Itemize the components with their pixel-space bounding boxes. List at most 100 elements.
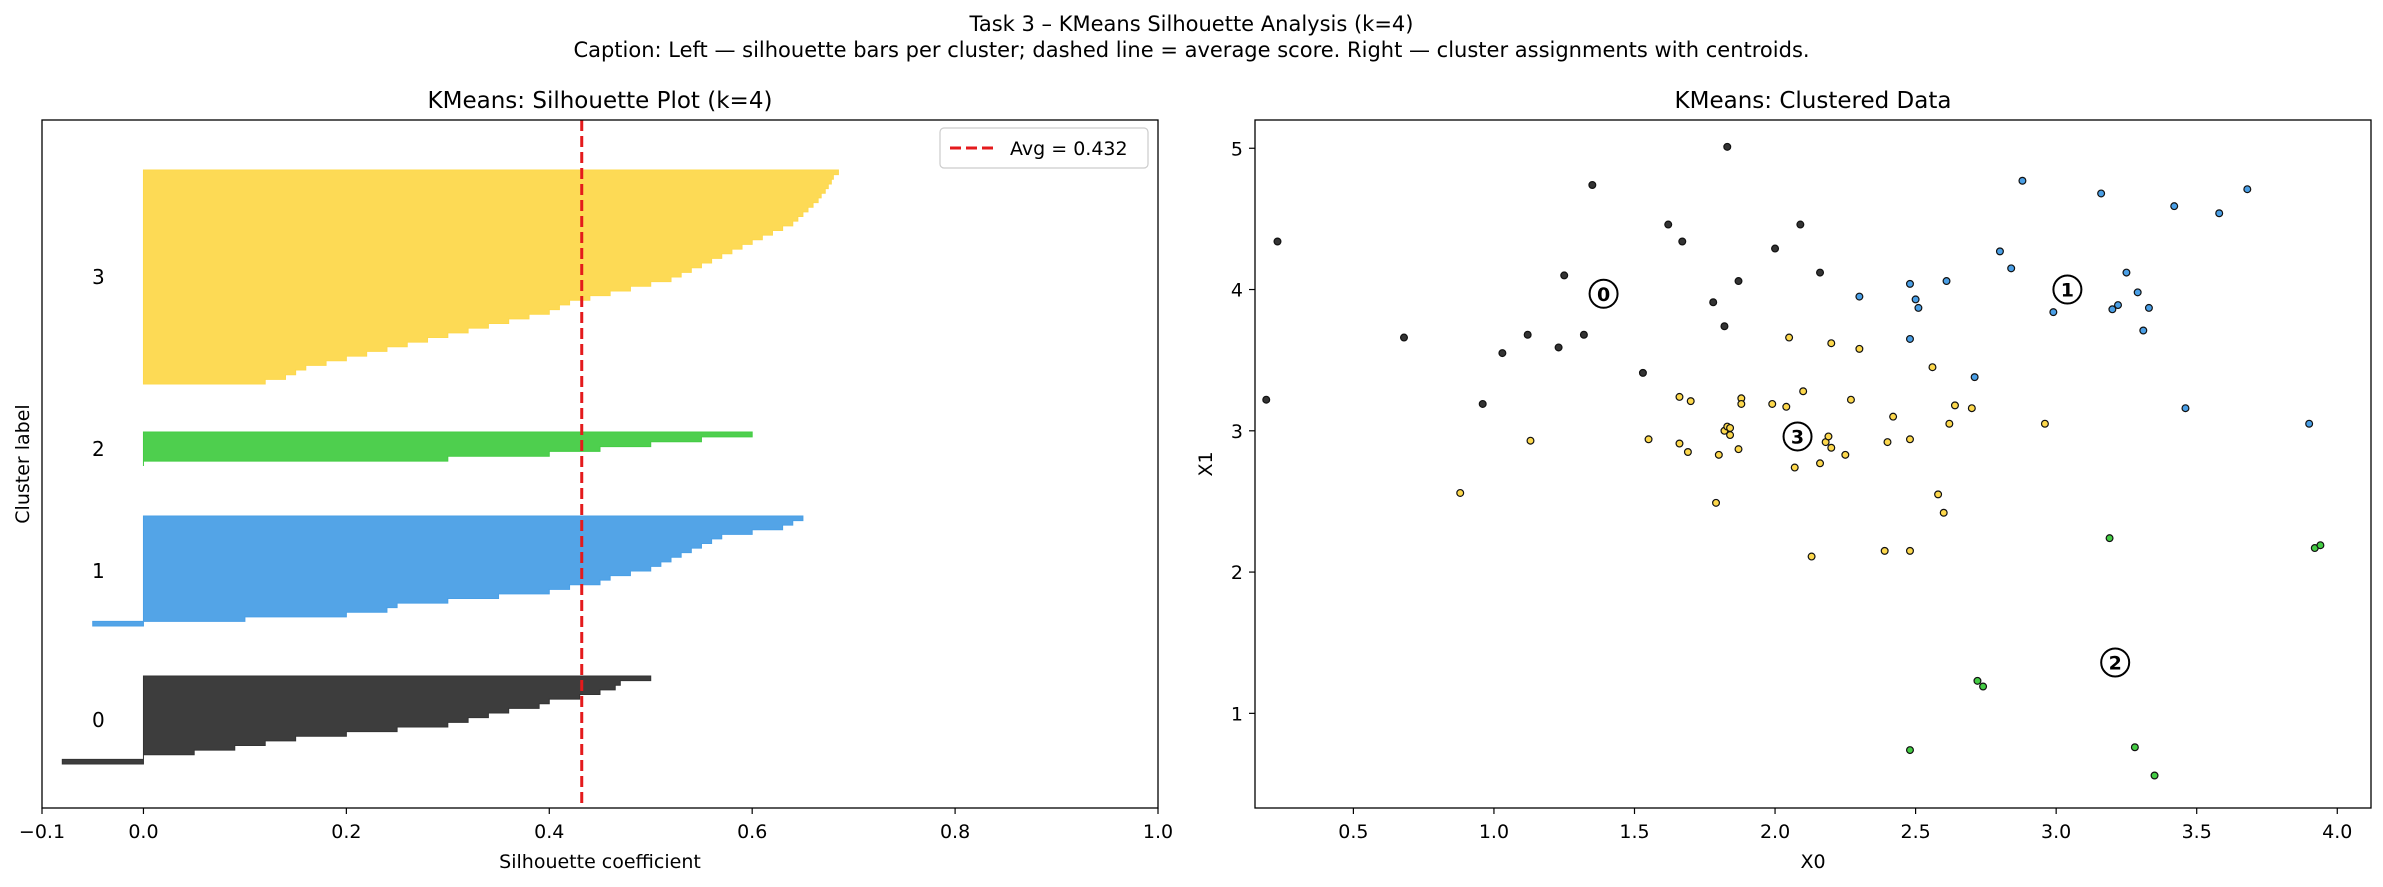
scatter-plot-area xyxy=(1255,120,2371,808)
centroid-marker xyxy=(2100,647,2131,678)
data-point xyxy=(1799,387,1808,396)
data-point xyxy=(2305,419,2314,428)
data-point xyxy=(1827,339,1836,348)
data-point xyxy=(1979,682,1988,691)
scatter-series-cluster-2 xyxy=(1905,534,2325,780)
x-tick-label: 0.0 xyxy=(128,821,158,843)
data-point xyxy=(1737,399,1746,408)
data-point xyxy=(1905,435,1914,444)
scatter-plot-frame xyxy=(1254,119,2372,809)
figure-caption: Caption: Left — silhouette bars per clus… xyxy=(573,38,1810,62)
data-point xyxy=(1723,142,1732,151)
data-point xyxy=(1734,445,1743,454)
scatter-x-axis-label: X0 xyxy=(1800,851,1825,873)
data-point xyxy=(1726,431,1735,440)
data-point xyxy=(1554,343,1563,352)
data-point xyxy=(2170,202,2179,211)
scatter-series-cluster-0 xyxy=(1262,142,1825,408)
y-tick-label: 1 xyxy=(1231,703,1243,725)
data-point xyxy=(2139,326,2148,335)
x-tick-label: 1.0 xyxy=(1479,821,1509,843)
data-point xyxy=(1827,443,1836,452)
data-point xyxy=(1771,244,1780,253)
x-tick-label: 0.8 xyxy=(940,821,970,843)
x-tick-label: −0.1 xyxy=(19,821,65,843)
data-point xyxy=(2133,288,2142,297)
data-point xyxy=(1712,498,1721,507)
centroid-2: 2 xyxy=(2100,647,2131,678)
x-tick-label: 0.6 xyxy=(737,821,767,843)
x-tick-label: 1.0 xyxy=(1143,821,1173,843)
x-tick-label: 0.4 xyxy=(534,821,564,843)
silhouette-band-cluster-3 xyxy=(142,169,839,385)
data-point xyxy=(1973,676,1982,685)
data-point xyxy=(1855,344,1864,353)
data-point xyxy=(1945,419,1954,428)
x-tick-label: 1.5 xyxy=(1619,821,1649,843)
data-point xyxy=(1478,399,1487,408)
silhouette-plot-title: KMeans: Silhouette Plot (k=4) xyxy=(428,88,773,114)
data-point xyxy=(1638,368,1647,377)
data-point xyxy=(2040,419,2049,428)
data-point xyxy=(1796,220,1805,229)
data-point xyxy=(1914,303,1923,312)
data-point xyxy=(1273,237,1282,246)
data-point xyxy=(1664,220,1673,229)
cluster-label-3: 3 xyxy=(92,265,105,289)
data-point xyxy=(1970,373,1979,382)
data-point xyxy=(1942,277,1951,286)
scatter-plot: 0 1 2 3 0.5 1.0 1.5 2.0 2.5 3.0 3.5 4.0 1 2 3 4 5 KMeans:… xyxy=(1195,88,2372,873)
x-tick-label: 4.0 xyxy=(2322,821,2352,843)
data-point xyxy=(1709,298,1718,307)
data-point xyxy=(1790,463,1799,472)
data-point xyxy=(1720,322,1729,331)
data-point xyxy=(1560,271,1569,280)
centroid-1: 1 xyxy=(2052,274,2083,305)
data-point xyxy=(2144,303,2153,312)
data-point xyxy=(1824,432,1833,441)
data-point xyxy=(1807,552,1816,561)
centroid-marker xyxy=(2052,274,2083,305)
centroid-label: 3 xyxy=(1791,426,1804,448)
data-point xyxy=(2130,743,2139,752)
data-point xyxy=(1785,333,1794,342)
data-point xyxy=(1726,423,1735,432)
data-point xyxy=(1816,268,1825,277)
data-point xyxy=(2049,308,2058,317)
data-point xyxy=(1883,438,1892,447)
data-point xyxy=(1911,295,1920,304)
data-point xyxy=(2108,305,2117,314)
data-point xyxy=(1399,333,1408,342)
silhouette-x-axis-label: Silhouette coefficient xyxy=(499,851,701,873)
data-point xyxy=(1905,546,1914,555)
data-point xyxy=(1526,436,1535,445)
y-tick-label: 3 xyxy=(1231,421,1243,443)
data-point xyxy=(1768,399,1777,408)
data-point xyxy=(2007,264,2016,273)
centroid-3: 3 xyxy=(1782,421,1813,452)
centroid-label: 2 xyxy=(2109,652,2122,674)
data-point xyxy=(2150,771,2159,780)
centroid-label: 0 xyxy=(1597,284,1610,306)
legend-entry-average: Avg = 0.432 xyxy=(1010,138,1128,160)
silhouette-plot: 0 1 2 3 −0.1 0.0 0.2 0.4 0.6 0.8 1.0 KMeans: Silhou… xyxy=(12,88,1173,873)
data-point xyxy=(2018,176,2027,185)
data-point xyxy=(1950,401,1959,410)
data-point xyxy=(1714,450,1723,459)
data-point xyxy=(1934,490,1943,499)
data-point xyxy=(1644,435,1653,444)
scatter-y-axis-label: X1 xyxy=(1195,451,1217,476)
data-point xyxy=(1816,459,1825,468)
data-point xyxy=(1675,392,1684,401)
data-point xyxy=(2316,541,2325,550)
data-point xyxy=(1855,292,1864,301)
data-point xyxy=(1678,237,1687,246)
data-point xyxy=(1686,397,1695,406)
data-point xyxy=(2122,268,2131,277)
data-point xyxy=(1262,395,1271,404)
data-point xyxy=(1579,330,1588,339)
data-point xyxy=(1456,488,1465,497)
silhouette-band-cluster-0 xyxy=(61,675,652,765)
data-point xyxy=(1588,180,1597,189)
